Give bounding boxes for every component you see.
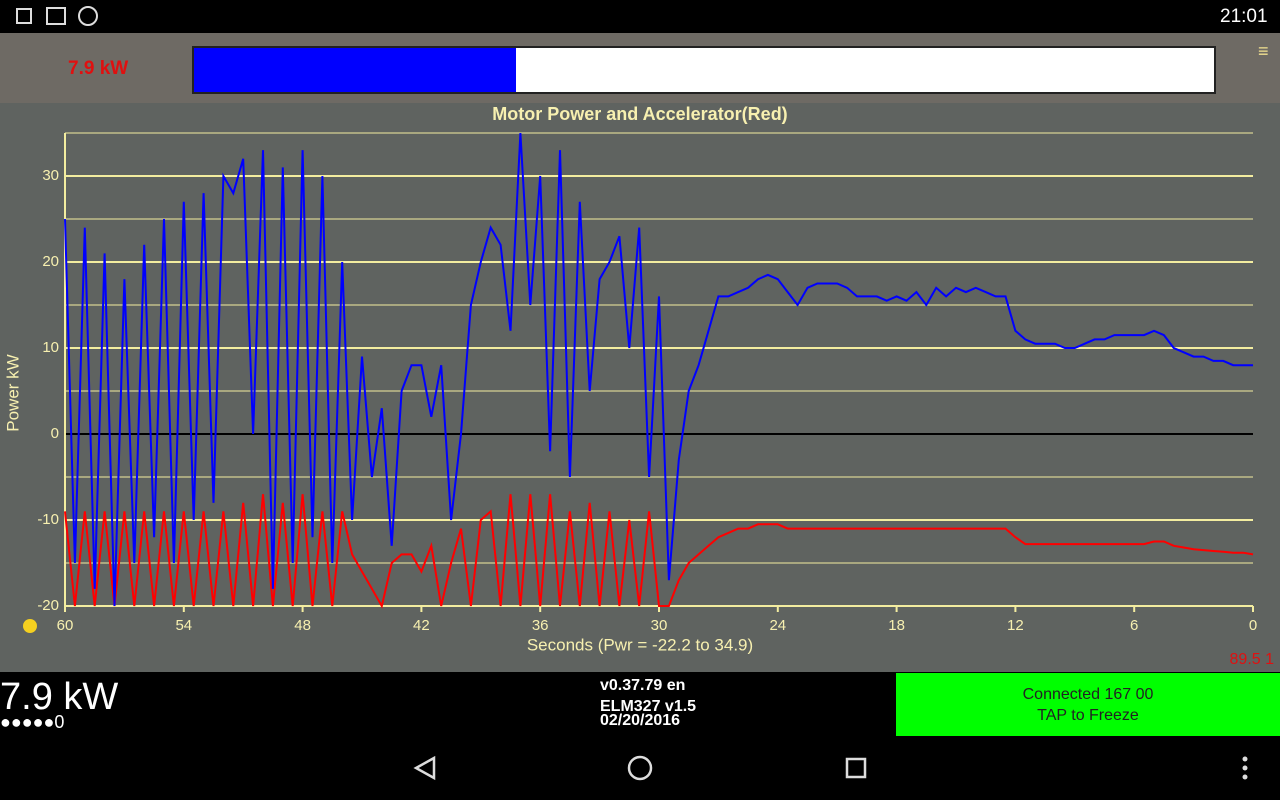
adapter: ELM327 v1.5 [600,698,697,715]
top-bar: 7.9 kW ≡ [0,33,1280,103]
x-axis-label: Seconds (Pwr = -22.2 to 34.9) [527,635,753,654]
series-line [64,494,1254,609]
gauge-fill [194,48,517,92]
y-tick-label: 0 [51,425,59,442]
x-tick-label: 30 [651,617,668,634]
power-readout: 7.9 kW [0,676,119,718]
x-tick-label: 0 [1249,617,1257,634]
x-tick-label: 6 [1130,617,1138,634]
overflow-button[interactable] [1242,756,1248,780]
x-tick-label: 42 [413,617,430,634]
recents-button[interactable] [845,757,867,779]
x-tick-label: 60 [57,617,74,634]
nav-bar [413,755,1248,781]
notif-icon [46,7,66,25]
x-tick-label: 12 [1007,617,1024,634]
x-tick-label: 24 [769,617,786,634]
y-tick-label: 20 [42,253,59,270]
y-tick-label: 10 [42,339,59,356]
notif-icon [78,6,98,26]
y-tick-label: 30 [42,167,59,184]
chart-title: Motor Power and Accelerator(Red) [492,104,787,124]
freeze-button[interactable]: Connected 167 00 TAP to Freeze [896,673,1280,736]
button-line: Connected 167 00 [1022,686,1154,703]
status-bar: 21:01 [0,0,1280,33]
gauge [192,46,1216,94]
home-button[interactable] [627,755,653,781]
power-label: 7.9 kW [68,58,129,79]
clock: 21:01 [1220,6,1268,27]
y-tick-label: -20 [37,597,59,614]
x-tick-label: 36 [532,617,549,634]
series-line [64,132,1253,607]
bottom-panel: 7.9 kW ●●●●●0 v0.37.79 en ELM327 v1.5 02… [0,672,1280,738]
chart: Motor Power and Accelerator(Red) Power k… [0,103,1280,672]
x-tick-label: 48 [294,617,311,634]
back-button[interactable] [413,755,436,781]
notif-icon [16,8,32,24]
dots: ●●●●●0 [0,712,65,732]
x-tick-label: 18 [888,617,905,634]
corner-value: 89.5 1 [1230,651,1275,668]
button-line: TAP to Freeze [1037,707,1139,724]
y-axis-label: Power kW [3,354,22,431]
menu-icon[interactable]: ≡ [1258,41,1269,61]
date: 02/20/2016 [600,712,681,729]
y-tick-label: -10 [37,511,59,528]
version: v0.37.79 en [600,677,686,694]
x-tick-label: 54 [175,617,192,634]
bulb-icon[interactable] [23,619,37,633]
chart-bg [0,103,1280,672]
